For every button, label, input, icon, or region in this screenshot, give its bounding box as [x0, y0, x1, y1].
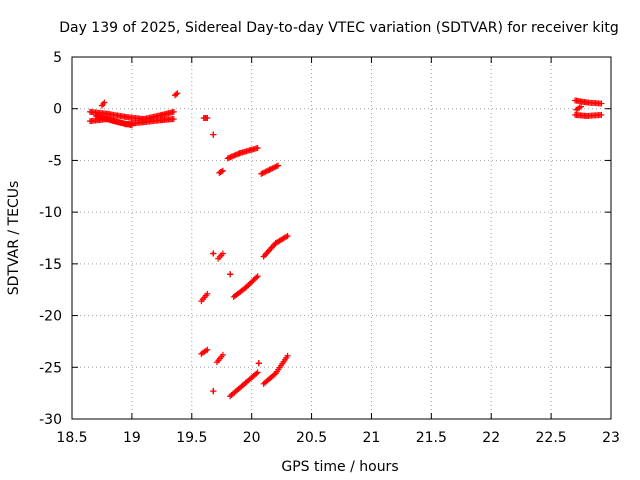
axis-ticks	[71, 56, 612, 420]
data-point	[269, 165, 276, 172]
y-tick-labels: -30 -25 -20 -15 -10 -5 0 5	[39, 50, 62, 428]
data-point	[258, 170, 265, 177]
chart-title: Day 139 of 2025, Sidereal Day-to-day VTE…	[59, 20, 619, 36]
y-tick-label: 5	[53, 50, 62, 66]
data-point	[219, 167, 226, 174]
x-tick-label: 21	[363, 430, 381, 446]
x-axis-label: GPS time / hours	[281, 459, 398, 475]
x-tick-label: 22.5	[536, 430, 567, 446]
data-point	[210, 131, 217, 138]
y-tick-label: -25	[39, 360, 62, 376]
data-point	[219, 250, 226, 257]
data-point	[254, 145, 261, 152]
data-point	[598, 100, 605, 107]
y-tick-label: -20	[39, 309, 62, 325]
data-point	[259, 170, 266, 177]
data-point	[578, 103, 585, 110]
data-point	[275, 162, 282, 169]
data-point	[204, 290, 211, 297]
data-point	[101, 99, 108, 106]
data-point	[253, 274, 260, 281]
data-point	[262, 168, 269, 175]
y-tick-label: -10	[39, 205, 62, 221]
plot-frame	[71, 56, 612, 420]
data-point	[284, 352, 291, 359]
data-point	[204, 115, 211, 122]
y-axis-label: SDTVAR / TECUs	[6, 181, 22, 296]
data-point	[173, 91, 180, 98]
data-point	[255, 360, 262, 367]
data-point	[266, 166, 273, 173]
data-point	[254, 369, 261, 376]
y-tick-label: 0	[53, 102, 62, 118]
data-point	[283, 233, 290, 240]
data-point	[128, 122, 135, 129]
data-point	[227, 271, 234, 278]
x-tick-labels: 18.5 19 19.5 20 20.5 21 21.5 22 22.5 23	[56, 430, 620, 446]
data-point	[204, 346, 211, 353]
data-point	[263, 168, 270, 175]
y-tick-label: -5	[48, 153, 62, 169]
data-point	[273, 163, 280, 170]
data-point	[261, 169, 268, 176]
x-tick-label: 20.5	[296, 430, 327, 446]
data-point	[598, 111, 605, 118]
y-tick-label: -30	[39, 412, 62, 428]
data-point	[272, 163, 279, 170]
x-tick-label: 18.5	[56, 430, 87, 446]
data-point	[170, 116, 177, 123]
data-points	[86, 90, 605, 400]
data-point	[253, 370, 260, 377]
data-point	[268, 166, 275, 173]
x-tick-label: 19	[123, 430, 141, 446]
x-tick-label: 21.5	[416, 430, 447, 446]
data-point	[174, 90, 181, 97]
data-point	[265, 167, 272, 174]
y-tick-label: -15	[39, 257, 62, 273]
data-point	[219, 351, 226, 358]
data-point	[271, 371, 278, 378]
data-point	[270, 164, 277, 171]
data-point	[170, 108, 177, 115]
data-point	[210, 388, 217, 395]
data-point	[210, 250, 217, 257]
data-point	[218, 168, 225, 175]
data-point	[284, 232, 291, 239]
x-tick-label: 19.5	[176, 430, 207, 446]
x-tick-label: 20	[243, 430, 261, 446]
x-tick-label: 23	[602, 430, 620, 446]
grid-lines	[72, 57, 611, 419]
x-tick-label: 22	[482, 430, 500, 446]
data-point	[254, 273, 261, 280]
